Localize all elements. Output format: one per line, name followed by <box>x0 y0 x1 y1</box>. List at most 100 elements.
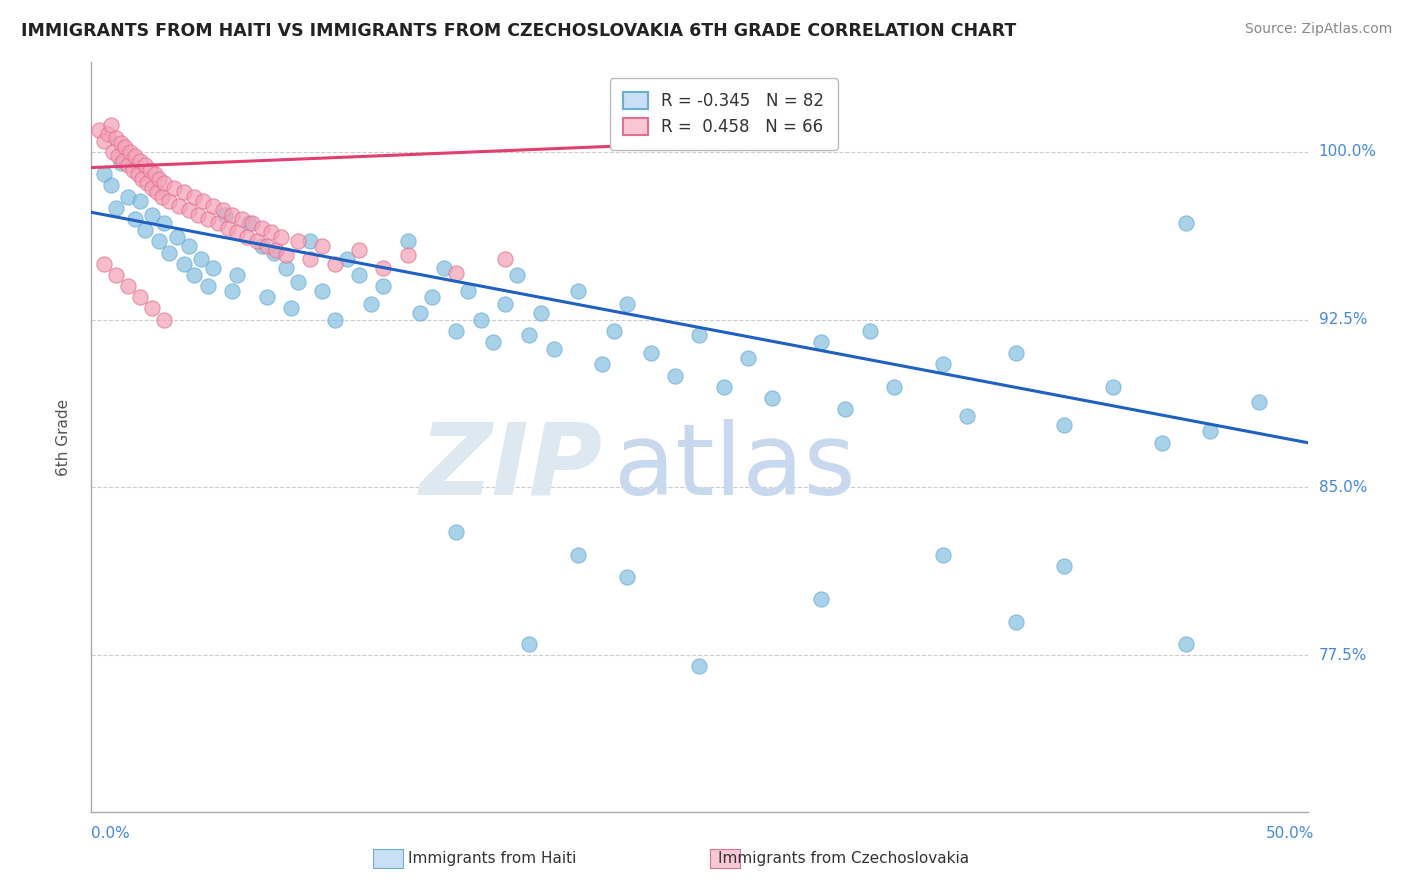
Point <box>193 194 215 208</box>
Text: Immigrants from Haiti: Immigrants from Haiti <box>408 851 576 865</box>
Point <box>146 185 169 199</box>
Point <box>457 284 479 298</box>
Point <box>517 328 540 343</box>
Point <box>231 212 253 227</box>
Point <box>139 162 162 177</box>
Point <box>157 194 180 208</box>
Point <box>207 217 229 231</box>
Point <box>129 153 152 168</box>
Point <box>221 208 243 222</box>
Point <box>167 198 190 212</box>
Point <box>117 279 139 293</box>
Point <box>217 221 239 235</box>
Point <box>956 409 979 423</box>
Point <box>127 167 149 181</box>
Point <box>250 221 273 235</box>
Point <box>270 230 292 244</box>
Point <box>1175 637 1198 651</box>
Point <box>299 252 322 267</box>
Point <box>323 257 346 271</box>
Point <box>250 239 273 253</box>
Point <box>347 268 370 282</box>
Point <box>567 284 589 298</box>
Point <box>97 127 120 141</box>
Text: 50.0%: 50.0% <box>1267 827 1315 841</box>
Point <box>110 156 132 170</box>
Point <box>153 176 176 190</box>
Point <box>530 306 553 320</box>
Text: ZIP: ZIP <box>419 418 602 516</box>
Point <box>274 248 297 262</box>
Point <box>1004 346 1026 360</box>
Point <box>153 217 176 231</box>
Point <box>444 525 467 540</box>
Point <box>183 268 205 282</box>
Point <box>150 189 173 203</box>
Point <box>104 268 127 282</box>
Y-axis label: 6th Grade: 6th Grade <box>56 399 70 475</box>
Point <box>1004 615 1026 629</box>
Point <box>883 380 905 394</box>
Point <box>761 391 783 405</box>
Text: 0.0%: 0.0% <box>91 827 131 841</box>
Point <box>481 334 503 349</box>
Point <box>100 118 122 132</box>
Point <box>688 659 710 673</box>
Point <box>197 212 219 227</box>
Point <box>360 297 382 311</box>
Point <box>688 328 710 343</box>
Text: IMMIGRANTS FROM HAITI VS IMMIGRANTS FROM CZECHOSLOVAKIA 6TH GRADE CORRELATION CH: IMMIGRANTS FROM HAITI VS IMMIGRANTS FROM… <box>21 22 1017 40</box>
Point <box>153 312 176 326</box>
Text: atlas: atlas <box>614 418 856 516</box>
Point <box>93 257 115 271</box>
Point <box>190 252 212 267</box>
Point <box>131 171 153 186</box>
Point <box>1247 395 1270 409</box>
Point <box>148 235 170 249</box>
Point <box>737 351 759 365</box>
Point <box>114 140 136 154</box>
Point <box>173 185 195 199</box>
Point <box>433 261 456 276</box>
Point <box>1053 558 1076 573</box>
Point <box>238 217 260 231</box>
Point <box>1102 380 1125 394</box>
Point <box>336 252 359 267</box>
Point <box>256 239 278 253</box>
Point <box>640 346 662 360</box>
Point <box>211 202 233 217</box>
Text: Immigrants from Czechoslovakia: Immigrants from Czechoslovakia <box>718 851 969 865</box>
Point <box>494 252 516 267</box>
Point <box>226 226 249 240</box>
Point <box>141 301 163 316</box>
Point <box>517 637 540 651</box>
Point <box>494 297 516 311</box>
Point <box>104 201 127 215</box>
Legend: R = -0.345   N = 82, R =  0.458   N = 66: R = -0.345 N = 82, R = 0.458 N = 66 <box>610 78 838 150</box>
Point <box>117 189 139 203</box>
Point <box>166 230 188 244</box>
Point <box>274 261 297 276</box>
Point <box>260 226 283 240</box>
Point <box>323 312 346 326</box>
Point <box>834 402 856 417</box>
Text: 92.5%: 92.5% <box>1319 312 1367 327</box>
Point <box>177 239 200 253</box>
Point <box>263 245 285 260</box>
Point <box>1053 417 1076 432</box>
Point <box>121 162 143 177</box>
Point <box>202 261 225 276</box>
Point <box>134 158 156 172</box>
Point <box>280 301 302 316</box>
Point <box>810 592 832 607</box>
Point <box>347 244 370 258</box>
Point <box>187 208 209 222</box>
Point <box>163 180 186 194</box>
Point <box>177 202 200 217</box>
Point <box>197 279 219 293</box>
Point <box>148 171 170 186</box>
Point <box>409 306 432 320</box>
Point <box>567 548 589 562</box>
Point <box>214 208 236 222</box>
Text: 85.0%: 85.0% <box>1319 480 1367 495</box>
